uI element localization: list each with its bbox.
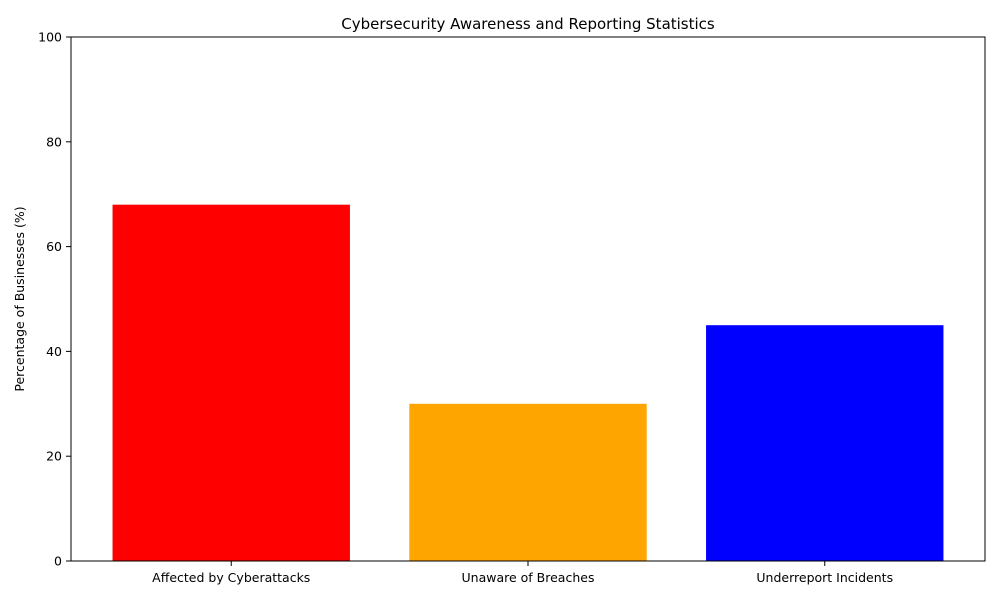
x-tick-label-1: Affected by Cyberattacks (152, 570, 310, 585)
chart-title: Cybersecurity Awareness and Reporting St… (341, 15, 715, 33)
y-tick-label-20: 20 (46, 449, 62, 464)
x-tick-label-3: Underreport Incidents (756, 570, 893, 585)
y-tick-label-100: 100 (38, 30, 62, 45)
bars-group (112, 204, 944, 561)
bar-1 (112, 204, 350, 561)
x-axis: Affected by Cyberattacks Unaware of Breac… (152, 561, 893, 585)
y-tick-label-80: 80 (46, 134, 62, 149)
x-tick-label-2: Unaware of Breaches (462, 570, 595, 585)
y-axis-label: Percentage of Businesses (%) (12, 206, 27, 391)
y-axis: 0 20 40 60 80 100 (38, 30, 71, 569)
bar-2 (409, 403, 647, 561)
y-tick-label-60: 60 (46, 239, 62, 254)
y-tick-label-0: 0 (54, 554, 62, 569)
plot-frame (70, 36, 986, 562)
bar-3 (706, 325, 944, 561)
y-tick-label-40: 40 (46, 344, 62, 359)
